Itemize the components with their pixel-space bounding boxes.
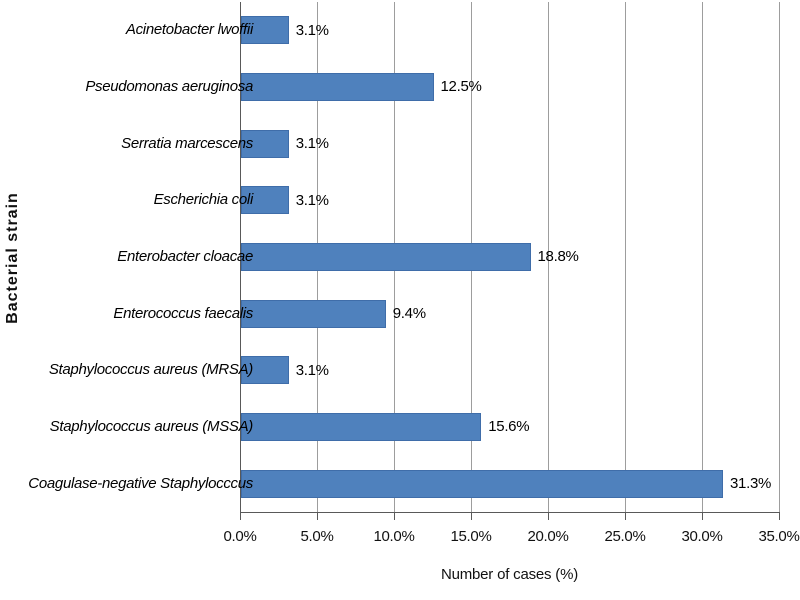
- gridline-30: [702, 2, 703, 512]
- x-axis-title: Number of cases (%): [440, 566, 579, 583]
- bar-row: 18.8%: [241, 229, 780, 286]
- x-tick-label: 0.0%: [223, 528, 257, 545]
- bar-value-label: 15.6%: [488, 418, 530, 436]
- bar-value-label: 3.1%: [295, 361, 329, 379]
- bar-value-label: 12.5%: [440, 78, 482, 96]
- plot-area: 3.1% 12.5% 3.1% 3.1% 18.8% 9.4% 3.1% 15.6% 31.3%: [240, 2, 780, 513]
- bar-row: 12.5%: [241, 59, 780, 116]
- category-label: Staphylococcus aureus (MSSA): [49, 418, 254, 435]
- bar-row: 3.1%: [241, 172, 780, 229]
- category-label: Pseudomonas aeruginosa: [85, 78, 253, 95]
- category-label: Coagulase-negative Staphylocccus: [28, 474, 253, 492]
- category-label: Serratia marcescens: [121, 134, 253, 152]
- x-tick-mark: [394, 513, 395, 520]
- bar-5: [241, 242, 531, 271]
- bar-row: 3.1%: [241, 2, 780, 59]
- gridline-25: [625, 2, 626, 512]
- x-tick-label: 10.0%: [373, 528, 415, 545]
- bar-1: [241, 16, 289, 45]
- gridline-35: [779, 2, 780, 512]
- x-tick-label: 35.0%: [758, 528, 800, 545]
- category-label: Staphylococcus aureus (MRSA): [48, 361, 253, 379]
- x-tick-label: 20.0%: [527, 528, 569, 545]
- bar-row: 31.3%: [241, 455, 780, 512]
- x-tick-mark: [548, 513, 549, 520]
- x-tick-mark: [779, 513, 780, 520]
- x-tick-label: 30.0%: [681, 528, 723, 545]
- bar-row: 3.1%: [241, 342, 780, 399]
- x-tick-mark: [240, 513, 241, 520]
- gridline-20: [548, 2, 549, 512]
- category-label: Enterobacter cloacae: [117, 248, 253, 265]
- x-tick-mark: [317, 513, 318, 520]
- category-label: Enterococcus faecalis: [113, 304, 253, 322]
- bar-value-label: 3.1%: [295, 191, 329, 209]
- bar-4: [241, 186, 289, 215]
- x-tick-mark: [471, 513, 472, 520]
- x-tick-mark: [625, 513, 626, 520]
- bar-value-label: 31.3%: [730, 475, 772, 493]
- category-label: Acinetobacter lwoffii: [125, 21, 253, 39]
- bar-2: [241, 72, 434, 101]
- bar-value-label: 18.8%: [537, 248, 579, 266]
- bar-9: [241, 469, 724, 498]
- bar-row: 3.1%: [241, 115, 780, 172]
- bar-row: 15.6%: [241, 399, 780, 456]
- category-label: Escherichia coli: [153, 191, 254, 209]
- bar-7: [241, 356, 289, 385]
- bar-8: [241, 412, 482, 441]
- bar-6: [241, 299, 386, 328]
- x-tick-label: 25.0%: [604, 528, 646, 545]
- bar-row: 9.4%: [241, 285, 780, 342]
- x-tick-mark: [702, 513, 703, 520]
- x-tick-label: 5.0%: [300, 528, 334, 545]
- bar-value-label: 9.4%: [392, 305, 426, 323]
- bar-value-label: 3.1%: [295, 135, 329, 153]
- y-axis-title: Bacterial strain: [4, 192, 21, 324]
- bar-value-label: 3.1%: [295, 21, 329, 39]
- x-tick-label: 15.0%: [450, 528, 492, 545]
- bar-3: [241, 129, 289, 158]
